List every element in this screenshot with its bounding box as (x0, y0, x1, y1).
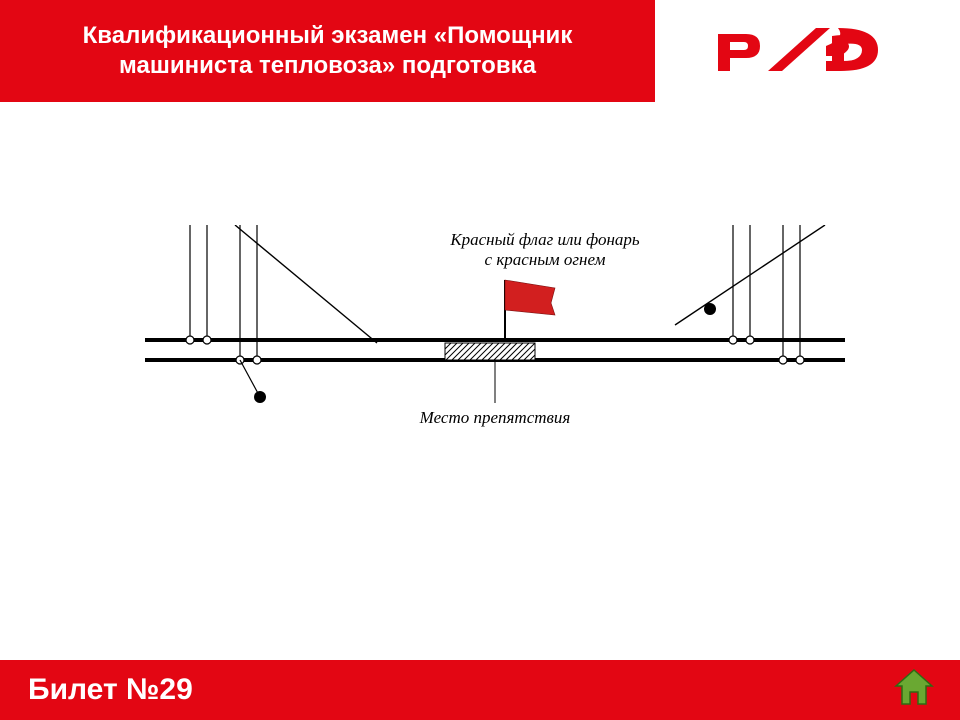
svg-text:Место препятствия: Место препятствия (419, 408, 571, 427)
home-icon (892, 666, 936, 710)
footer-bar: Билет №29 (0, 660, 960, 720)
slide: Квалификационный экзамен «Помощник машин… (0, 0, 960, 720)
header-title-bar: Квалификационный экзамен «Помощник машин… (0, 0, 655, 102)
logo-area (655, 0, 960, 102)
diagram: Красный флаг или фонарьс красным огнем Ме… (145, 225, 845, 465)
ticket-number: Билет №29 (28, 673, 193, 707)
header: Квалификационный экзамен «Помощник машин… (0, 0, 960, 102)
svg-text:с красным огнем: с красным огнем (485, 250, 606, 269)
header-title: Квалификационный экзамен «Помощник машин… (20, 21, 635, 81)
rzd-logo-icon (708, 16, 908, 86)
home-button[interactable] (892, 666, 936, 710)
svg-text:Красный флаг или фонарь: Красный флаг или фонарь (449, 230, 640, 249)
